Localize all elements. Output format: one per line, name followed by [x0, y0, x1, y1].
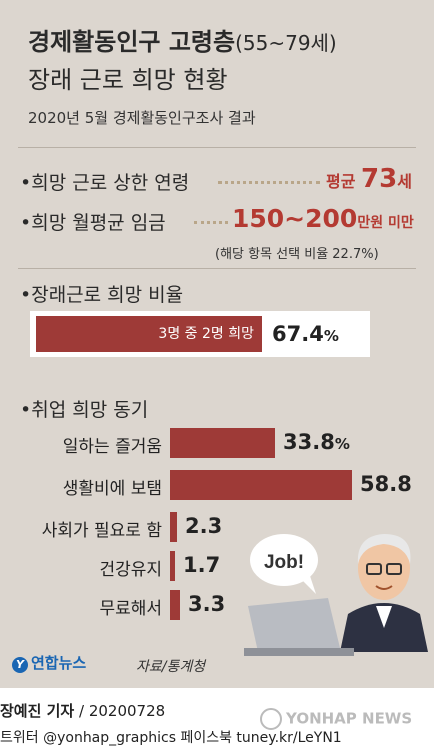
survey-caption: 2020년 5월 경제활동인구조사 결과 [28, 109, 256, 127]
bar-value-unit: % [334, 435, 350, 453]
speech-bubble [250, 534, 318, 586]
title-age-range: (55~79세) [235, 31, 337, 55]
yonhap-watermark: YONHAP NEWS [260, 708, 412, 730]
elderly-worker-illustration: Job! [244, 534, 428, 656]
category-label: 사회가 필요로 함 [41, 521, 162, 541]
category-label: 생활비에 보탬 [62, 479, 162, 499]
bar-value-label: 3.3 [188, 592, 226, 616]
motivation-bar [170, 551, 175, 581]
ratio-value: 67.4% [272, 322, 339, 346]
divider [18, 147, 416, 148]
source-credit: 자료/통계청 [136, 659, 206, 675]
motivation-bar [170, 512, 177, 542]
wage-note: (해당 항목 선택 비율 22.7%) [215, 247, 379, 262]
social-contact: 트위터 @yonhap_graphics 페이스북 tuney.kr/LeYN1 [0, 730, 342, 746]
speech-bubble-tail [302, 576, 316, 594]
ratio-label: •장래근로 희망 비율 [20, 284, 184, 306]
age-limit-label: •희망 근로 상한 연령 [20, 172, 190, 194]
bar-value-label: 1.7 [183, 553, 221, 577]
category-label: 건강유지 [99, 560, 162, 580]
ratio-bar-text: 3명 중 2명 희망 [158, 326, 254, 342]
reporter-credit: 장예진 기자 / 20200728 [0, 702, 166, 720]
watermark-ring-icon [260, 708, 282, 730]
age-limit-leader-dots [218, 181, 320, 184]
hair [357, 534, 411, 564]
motivation-bar [170, 590, 180, 620]
wage-value: 150~200만원 미만 [232, 204, 414, 233]
bar-value-label: 2.3 [185, 514, 223, 538]
wage-leader-dots [194, 221, 228, 224]
head [358, 536, 410, 600]
category-label: 일하는 즐거움 [62, 437, 162, 457]
glasses-left [366, 563, 382, 575]
smile [375, 585, 393, 590]
wage-label: •희망 월평균 임금 [20, 212, 166, 234]
chart-title: •취업 희망 동기 [20, 399, 149, 421]
title-second: 장래 근로 희망 현황 [28, 66, 228, 94]
motivation-bar [170, 428, 275, 458]
yonhap-logo: Y 연합뉴스 [12, 652, 86, 673]
motivation-bar [170, 470, 352, 500]
shirt-collar [376, 606, 392, 628]
glasses-right [386, 563, 402, 575]
speech-text: Job! [264, 552, 304, 573]
laptop-screen [248, 598, 340, 652]
ratio-bar [36, 316, 262, 352]
bar-value-label: 33.8% [283, 430, 350, 454]
bar-value-label: 58.8 [360, 472, 412, 496]
divider [18, 268, 416, 269]
laptop-base [244, 648, 354, 656]
age-limit-value: 평균 73세 [326, 164, 412, 194]
logo-mark: Y [12, 657, 28, 673]
title-main: 경제활동인구 고령층(55~79세) [28, 28, 337, 56]
category-label: 무료해서 [99, 599, 162, 619]
